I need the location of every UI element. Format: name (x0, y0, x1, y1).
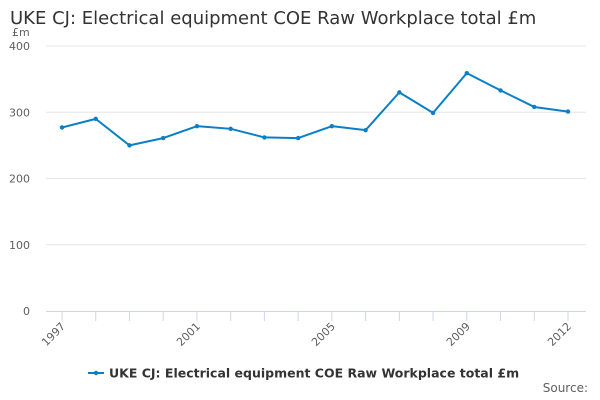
data-point (194, 123, 200, 129)
y-tick-label: 0 (23, 305, 30, 318)
data-point (127, 143, 132, 148)
data-point (59, 125, 65, 130)
x-tick-label: 1997 (39, 320, 68, 349)
y-tick-label: 400 (9, 40, 30, 53)
data-point (565, 109, 571, 114)
data-point (498, 88, 503, 93)
data-point (532, 104, 537, 110)
y-tick-label: 300 (9, 106, 30, 119)
y-tick-label: 200 (9, 173, 30, 186)
y-tick-label: 100 (9, 239, 30, 252)
legend-item: UKE CJ: Electrical equipment COE Raw Wor… (109, 366, 519, 381)
chart-title: UKE CJ: Electrical equipment COE Raw Wor… (10, 8, 537, 29)
data-point (329, 123, 335, 129)
data-point (93, 116, 98, 122)
data-point (228, 126, 233, 132)
series-line (61, 72, 569, 147)
data-point (397, 90, 402, 95)
source-label[interactable]: Source: (542, 381, 588, 395)
data-point (262, 135, 267, 140)
x-tick-label: 2009 (444, 320, 473, 349)
x-tick-label: 2001 (174, 320, 203, 349)
x-tick-label: 2005 (309, 320, 338, 349)
legend-marker-icon (93, 370, 99, 376)
x-tick-label: 2012 (545, 320, 574, 349)
data-point (430, 110, 436, 116)
y-axis-label: £m (12, 26, 30, 39)
data-point (161, 135, 166, 141)
data-point (464, 70, 469, 76)
data-point (295, 135, 301, 141)
data-point (363, 127, 368, 133)
